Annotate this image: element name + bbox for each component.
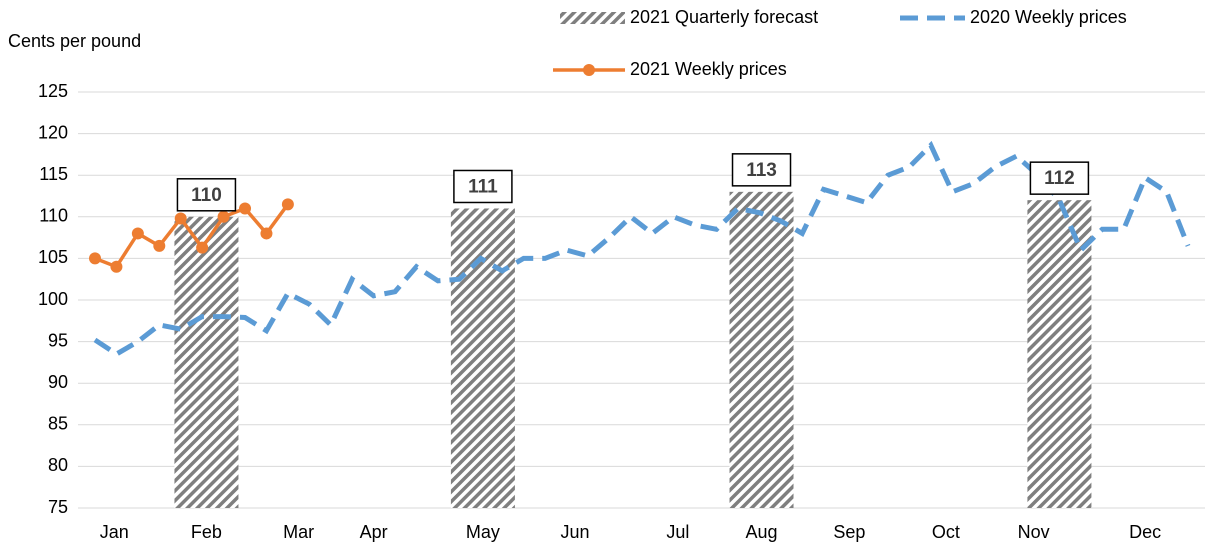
price-marker <box>239 202 252 215</box>
x-tick-label: Dec <box>1129 522 1161 542</box>
x-tick-label: Jan <box>100 522 129 542</box>
x-tick-label: Apr <box>360 522 388 542</box>
x-tick-label: May <box>466 522 500 542</box>
y-tick-label: 125 <box>38 81 68 101</box>
value-label-box <box>1029 161 1090 195</box>
y-axis-label: Cents per pound <box>8 31 141 51</box>
legend-marker <box>583 64 595 76</box>
price-line-2020 <box>93 140 1191 358</box>
y-tick-label: 80 <box>48 455 68 475</box>
x-tick-label: Mar <box>283 522 314 542</box>
price-marker <box>153 239 166 252</box>
price-marker <box>260 227 273 240</box>
price-marker <box>281 198 294 211</box>
y-tick-label: 100 <box>38 289 68 309</box>
x-tick-label: Jun <box>561 522 590 542</box>
value-label-box <box>176 178 237 212</box>
price-line-2021 <box>94 203 290 269</box>
value-label: 110 <box>191 185 222 206</box>
x-tick-label: Oct <box>932 522 960 542</box>
forecast-bar <box>1027 200 1092 508</box>
price-marker <box>131 227 144 240</box>
y-tick-label: 75 <box>48 497 68 517</box>
value-label: 112 <box>1044 168 1075 189</box>
y-tick-label: 120 <box>38 122 68 142</box>
legend-swatch <box>560 12 625 24</box>
value-label: 113 <box>746 160 777 181</box>
y-tick-label: 95 <box>48 330 68 350</box>
value-label-box <box>731 153 792 187</box>
value-label: 111 <box>468 176 498 197</box>
y-tick-label: 105 <box>38 247 68 267</box>
price-marker <box>89 252 101 265</box>
y-tick-label: 110 <box>39 206 68 226</box>
price-marker <box>196 241 209 254</box>
price-marker <box>217 210 230 223</box>
x-tick-label: Jul <box>666 522 689 542</box>
x-tick-label: Feb <box>191 522 222 542</box>
forecast-bar <box>729 191 794 508</box>
x-tick-label: Nov <box>1018 522 1050 542</box>
y-tick-label: 85 <box>48 414 68 434</box>
legend-label: 2021 Weekly prices <box>630 59 787 79</box>
price-marker <box>174 212 187 225</box>
x-tick-label: Aug <box>746 522 778 542</box>
x-tick-label: Sep <box>833 522 865 542</box>
y-tick-label: 90 <box>48 372 68 392</box>
value-label-box <box>453 169 513 204</box>
forecast-bar <box>174 216 239 509</box>
legend-label: 2021 Quarterly forecast <box>630 7 818 27</box>
forecast-bar <box>450 208 515 509</box>
legend-label: 2020 Weekly prices <box>970 7 1127 27</box>
y-tick-label: 115 <box>39 164 68 184</box>
price-marker <box>110 260 123 273</box>
